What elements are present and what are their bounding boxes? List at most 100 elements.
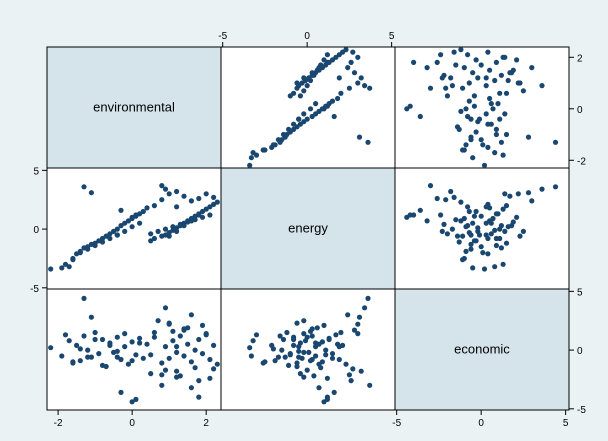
point-economic-vs-energy-47 xyxy=(326,336,332,343)
point-environmental-vs-economic-42 xyxy=(498,72,504,78)
point-energy-vs-economic-2 xyxy=(492,264,498,270)
point-environmental-vs-energy-73 xyxy=(309,70,315,76)
point-energy-vs-environmental-56 xyxy=(170,224,176,230)
variable-labels: environmental energy economic xyxy=(93,100,510,357)
point-economic-vs-environmental-55 xyxy=(162,367,169,373)
panel-grid xyxy=(46,46,570,411)
point-energy-vs-environmental-78 xyxy=(118,207,124,213)
point-environmental-vs-energy-25 xyxy=(262,147,268,153)
y-tick-label-environmental-2: 2 xyxy=(577,53,583,64)
point-economic-vs-environmental-30 xyxy=(107,342,113,348)
point-economic-vs-environmental-15 xyxy=(114,334,120,340)
point-environmental-vs-economic-75 xyxy=(411,59,417,65)
point-environmental-vs-energy-78 xyxy=(331,113,337,120)
point-environmental-vs-economic-46 xyxy=(478,62,484,68)
variable-label-economic: economic xyxy=(454,342,510,357)
point-energy-vs-environmental-69 xyxy=(203,191,209,197)
point-energy-vs-environmental-71 xyxy=(166,233,172,239)
point-economic-vs-energy-9 xyxy=(284,329,290,336)
point-environmental-vs-energy-81 xyxy=(367,85,373,91)
point-energy-vs-economic-50 xyxy=(465,204,471,210)
point-environmental-vs-energy-30 xyxy=(291,121,297,127)
point-energy-vs-economic-69 xyxy=(502,191,508,197)
point-energy-vs-economic-66 xyxy=(507,193,513,199)
point-economic-vs-environmental-17 xyxy=(122,344,128,350)
point-environmental-vs-economic-22 xyxy=(466,98,472,104)
point-environmental-vs-economic-5 xyxy=(463,142,469,148)
point-energy-vs-economic-35 xyxy=(471,238,477,244)
point-environmental-vs-economic-71 xyxy=(517,80,523,86)
point-economic-vs-environmental-8 xyxy=(88,354,94,360)
point-economic-vs-environmental-18 xyxy=(125,361,131,367)
point-economic-vs-energy-38 xyxy=(296,344,302,350)
point-environmental-vs-energy-66 xyxy=(351,70,358,76)
point-environmental-vs-energy-52 xyxy=(343,47,349,53)
point-economic-vs-environmental-39 xyxy=(166,355,172,361)
point-energy-vs-environmental-67 xyxy=(188,198,194,204)
point-energy-vs-environmental-15 xyxy=(114,226,120,232)
point-environmental-vs-economic-69 xyxy=(502,54,508,60)
point-energy-vs-environmental-48 xyxy=(199,208,206,215)
point-environmental-vs-economic-83 xyxy=(483,75,489,81)
point-economic-vs-energy-28 xyxy=(280,336,287,343)
point-energy-vs-environmental-51 xyxy=(211,201,217,207)
point-economic-vs-energy-83 xyxy=(336,344,342,350)
point-economic-vs-environmental-0 xyxy=(48,345,54,351)
point-energy-vs-economic-41 xyxy=(475,225,481,231)
point-economic-vs-environmental-32 xyxy=(122,331,128,337)
point-environmental-vs-energy-82 xyxy=(362,83,368,89)
point-economic-vs-environmental-68 xyxy=(196,378,202,384)
point-economic-vs-energy-48 xyxy=(329,351,336,357)
point-environmental-vs-economic-11 xyxy=(493,126,499,132)
point-economic-vs-energy-74 xyxy=(316,385,322,391)
point-environmental-vs-economic-30 xyxy=(485,121,491,127)
point-energy-vs-economic-8 xyxy=(468,241,474,247)
point-energy-vs-economic-20 xyxy=(471,213,477,219)
point-environmental-vs-energy-61 xyxy=(324,52,330,58)
point-economic-vs-energy-80 xyxy=(356,314,363,320)
point-energy-vs-economic-36 xyxy=(497,235,503,242)
point-environmental-vs-energy-75 xyxy=(324,59,330,65)
point-economic-vs-energy-5 xyxy=(272,358,278,364)
point-environmental-vs-economic-55 xyxy=(449,83,455,89)
point-environmental-vs-economic-70 xyxy=(451,49,457,55)
point-economic-vs-energy-55 xyxy=(304,367,310,373)
point-economic-vs-environmental-6 xyxy=(81,333,87,339)
point-economic-vs-environmental-53 xyxy=(148,371,154,377)
point-energy-vs-environmental-79 xyxy=(81,184,87,190)
point-energy-vs-environmental-33 xyxy=(129,224,135,230)
point-environmental-vs-economic-15 xyxy=(497,116,503,122)
point-economic-vs-energy-29 xyxy=(286,362,292,368)
point-energy-vs-economic-31 xyxy=(476,232,483,238)
point-environmental-vs-economic-68 xyxy=(434,59,440,65)
point-environmental-vs-economic-26 xyxy=(480,142,486,148)
point-economic-vs-energy-7 xyxy=(279,347,285,353)
point-economic-vs-environmental-80 xyxy=(88,314,94,320)
point-environmental-vs-economic-84 xyxy=(468,116,474,122)
point-economic-vs-environmental-29 xyxy=(99,362,106,368)
point-energy-vs-economic-83 xyxy=(483,204,489,210)
point-energy-vs-environmental-50 xyxy=(207,204,213,210)
point-economic-vs-energy-40 xyxy=(302,338,309,344)
point-energy-vs-economic-82 xyxy=(539,186,545,192)
point-environmental-vs-energy-79 xyxy=(365,139,371,145)
point-economic-vs-energy-65 xyxy=(358,368,364,374)
point-environmental-vs-economic-78 xyxy=(417,113,423,120)
variable-label-energy: energy xyxy=(288,221,328,236)
point-economic-vs-environmental-24 xyxy=(62,332,69,338)
point-environmental-vs-economic-25 xyxy=(461,147,467,153)
x-tick-label-energy-2: 5 xyxy=(389,31,395,42)
point-environmental-vs-economic-6 xyxy=(498,139,504,145)
point-economic-vs-environmental-11 xyxy=(99,336,106,343)
point-economic-vs-energy-58 xyxy=(314,325,320,331)
point-energy-vs-economic-44 xyxy=(487,218,493,224)
point-energy-vs-economic-47 xyxy=(493,211,499,217)
point-economic-vs-energy-52 xyxy=(343,361,349,367)
axis-layer: -2 0 2 -5 0 5 -5 0 5 -2 0 2 -5 0 5 -5 0 5 xyxy=(30,31,586,429)
point-economic-vs-environmental-19 xyxy=(129,339,135,345)
point-economic-vs-energy-84 xyxy=(296,354,302,360)
point-energy-vs-economic-5 xyxy=(463,248,469,254)
point-economic-vs-energy-82 xyxy=(362,305,368,311)
point-environmental-vs-energy-77 xyxy=(324,103,330,109)
point-economic-vs-environmental-82 xyxy=(162,305,169,311)
